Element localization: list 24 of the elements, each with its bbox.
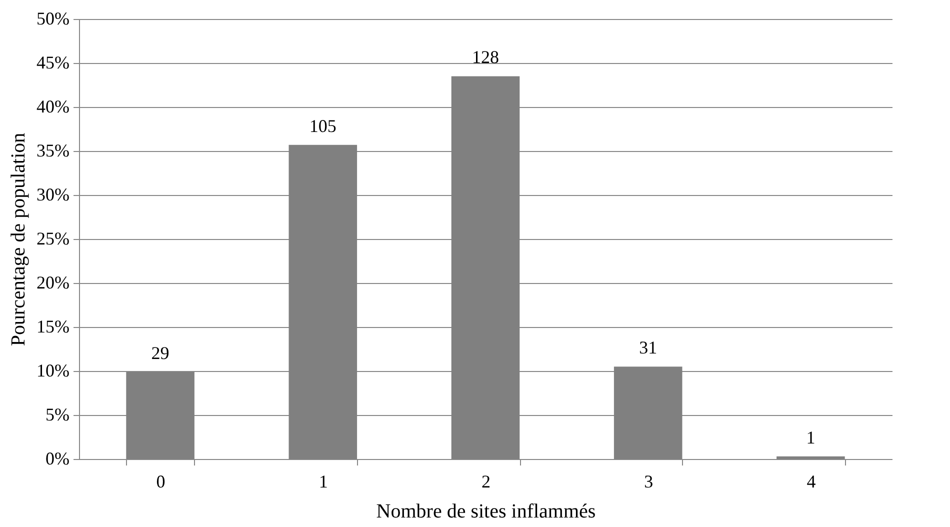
- bar: [776, 456, 845, 459]
- y-tick-label: 20%: [36, 272, 70, 292]
- y-tick-label: 30%: [36, 184, 70, 204]
- y-tick-label: 50%: [36, 8, 70, 28]
- x-tick-label: 3: [644, 472, 654, 492]
- annotation: 31: [639, 338, 658, 358]
- x-tick-label: 4: [806, 472, 816, 492]
- y-axis-title: Pourcentage de population: [8, 132, 30, 346]
- x-tick-label: 1: [318, 472, 328, 492]
- y-tick-label: 25%: [36, 228, 70, 248]
- x-tick-label: 0: [156, 472, 166, 492]
- annotation: 105: [309, 116, 336, 136]
- y-tick-label: 15%: [36, 316, 70, 336]
- y-tick-label: 0%: [46, 448, 70, 468]
- annotation: 29: [151, 342, 170, 363]
- y-tick-label: 5%: [46, 404, 70, 424]
- annotation: 128: [472, 47, 499, 68]
- annotation: 1: [806, 427, 816, 448]
- y-tick-label: 40%: [36, 96, 70, 116]
- y-tick-label: 35%: [36, 140, 70, 160]
- x-axis-title: Nombre de sites inflammés: [376, 500, 596, 522]
- y-tick-label: 10%: [36, 360, 70, 380]
- x-tick-label: 2: [482, 472, 490, 492]
- y-tick-label: 45%: [36, 52, 70, 72]
